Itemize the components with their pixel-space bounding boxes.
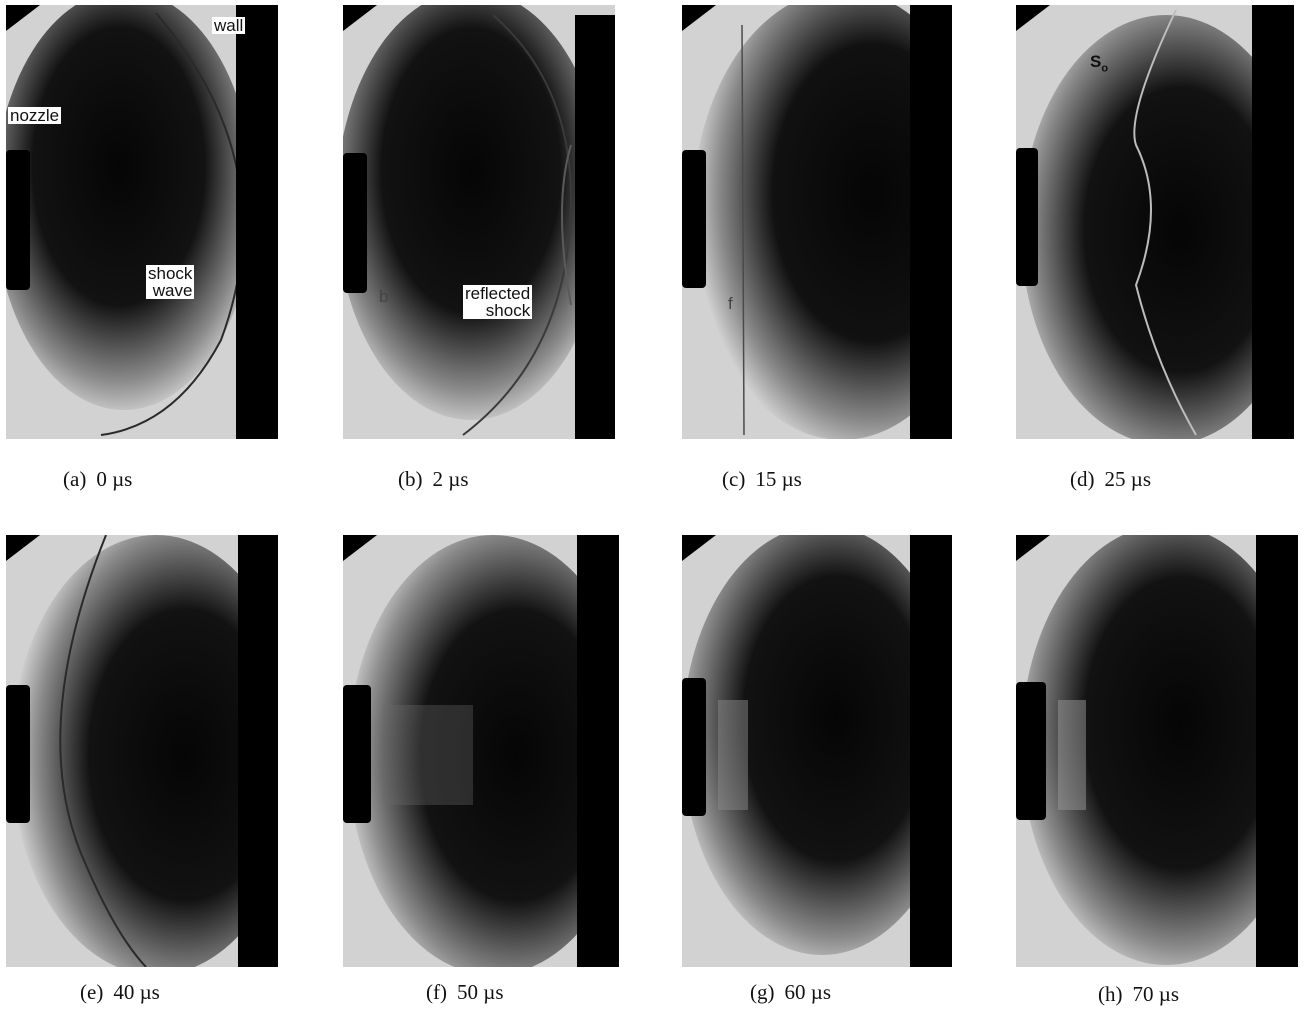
reflected-shock-line — [561, 144, 572, 306]
panel-f-photo — [343, 535, 619, 967]
shock-line-so — [1133, 9, 1197, 436]
label-reflected-line2: shock — [485, 301, 531, 320]
label-b-marker: b — [379, 287, 389, 306]
schlieren-image-c — [682, 5, 952, 439]
label-so-letter: S — [1090, 52, 1102, 71]
caption-d: (d) 25 µs — [1070, 467, 1151, 492]
wall-block — [910, 535, 952, 967]
caption-d-time: 25 µs — [1104, 467, 1152, 491]
caption-b-time: 2 µs — [432, 467, 469, 491]
schlieren-image-e — [6, 535, 278, 967]
caption-e: (e) 40 µs — [80, 980, 160, 1005]
shock-wave-line — [100, 12, 244, 436]
corner-marker — [1016, 535, 1050, 561]
caption-c-tag: (c) — [722, 467, 746, 491]
label-shock-wave-line2: wave — [152, 281, 193, 300]
label-so-sub: o — [1101, 62, 1109, 75]
label-shock-wave-line1: shock — [148, 264, 193, 283]
nozzle-block — [682, 678, 706, 816]
nozzle-block — [343, 685, 371, 823]
label-nozzle: nozzle — [8, 106, 62, 125]
wall-block — [1256, 535, 1298, 967]
panel-b-photo: b reflected shock — [343, 5, 615, 439]
schlieren-image-f — [343, 535, 619, 967]
caption-f-tag: (f) — [426, 980, 447, 1004]
schlieren-image-b — [343, 5, 615, 439]
caption-c-time: 15 µs — [755, 467, 802, 491]
wall-block — [236, 5, 278, 439]
caption-h-tag: (h) — [1098, 982, 1123, 1006]
panel-h-photo — [1016, 535, 1298, 967]
caption-h: (h) 70 µs — [1098, 982, 1179, 1007]
nozzle-block — [6, 150, 30, 290]
panel-d-photo: So — [1016, 5, 1294, 439]
caption-e-tag: (e) — [80, 980, 104, 1004]
caption-g-time: 60 µs — [784, 980, 832, 1004]
wall-block — [1252, 5, 1294, 439]
label-f-marker: f — [728, 294, 733, 313]
corner-marker — [1016, 5, 1050, 31]
wall-block — [577, 535, 619, 967]
corner-marker — [682, 5, 716, 31]
caption-a-tag: (a) — [63, 467, 87, 491]
caption-c: (c) 15 µs — [722, 467, 802, 492]
corner-marker — [343, 5, 377, 31]
schlieren-image-h — [1016, 535, 1298, 967]
nozzle-block — [1016, 682, 1046, 820]
corner-marker — [343, 535, 377, 561]
caption-g: (g) 60 µs — [750, 980, 831, 1005]
corner-marker — [682, 535, 716, 561]
schlieren-image-g — [682, 535, 952, 967]
panel-a-photo: wall nozzle shock wave — [6, 5, 278, 439]
label-so: So — [1088, 53, 1110, 77]
caption-b: (b) 2 µs — [398, 467, 469, 492]
label-reflected-line1: reflected — [465, 284, 531, 303]
caption-d-tag: (d) — [1070, 467, 1095, 491]
nozzle-block — [6, 685, 30, 823]
nozzle-block — [343, 153, 367, 293]
caption-e-time: 40 µs — [113, 980, 160, 1004]
wall-block — [575, 15, 615, 439]
nozzle-block — [1016, 148, 1038, 286]
label-wall: wall — [212, 16, 246, 35]
caption-b-tag: (b) — [398, 467, 423, 491]
label-shock-wave: shock wave — [146, 264, 195, 300]
caption-f-time: 50 µs — [456, 980, 504, 1004]
wall-block — [910, 5, 952, 439]
corner-marker — [6, 5, 40, 31]
caption-f: (f) 50 µs — [426, 980, 504, 1005]
nozzle-block — [682, 150, 706, 288]
panel-g-photo — [682, 535, 952, 967]
label-reflected-shock: reflected shock — [463, 284, 533, 320]
caption-g-tag: (g) — [750, 980, 775, 1004]
wall-block — [238, 535, 278, 967]
schlieren-image-a — [6, 5, 278, 439]
panel-e-photo — [6, 535, 278, 967]
schlieren-image-d — [1016, 5, 1294, 439]
corner-marker — [6, 535, 40, 561]
caption-a: (a) 0 µs — [63, 467, 132, 492]
caption-a-time: 0 µs — [96, 467, 133, 491]
caption-h-time: 70 µs — [1132, 982, 1180, 1006]
panel-c-photo: f — [682, 5, 952, 439]
